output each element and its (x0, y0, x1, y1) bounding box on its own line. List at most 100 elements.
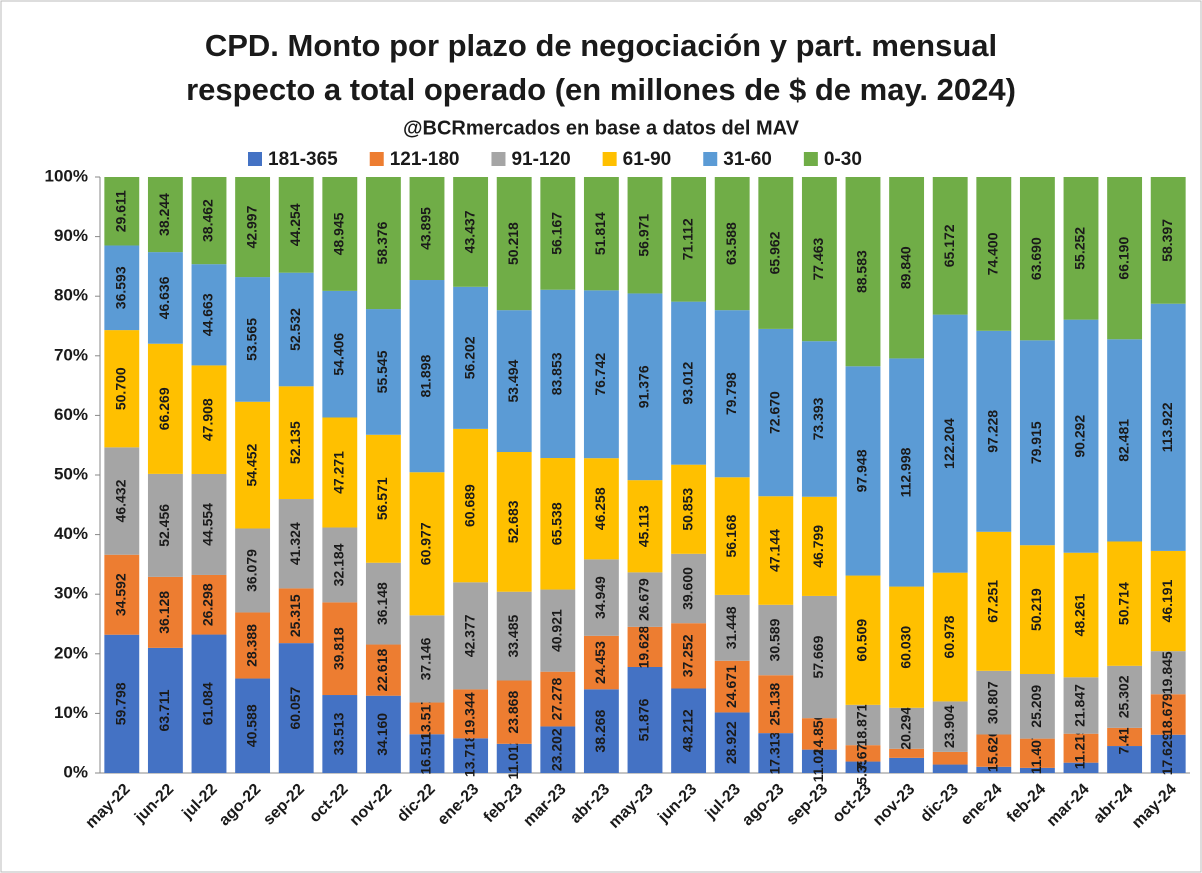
bar-segment (627, 572, 663, 627)
bar-segment (191, 177, 227, 265)
y-tick-label: 0% (63, 762, 88, 781)
bar-segment (1150, 550, 1186, 652)
data-label: 33.485 (505, 614, 521, 657)
data-label: 51.814 (592, 212, 608, 255)
bar-segment (235, 678, 271, 773)
data-label: 36.148 (374, 582, 390, 625)
data-label: 16.511 (418, 732, 434, 774)
bar-segment (845, 177, 881, 367)
bar-segment (147, 473, 183, 577)
data-label: 43.895 (418, 207, 434, 250)
bar-segment (1150, 651, 1186, 695)
bar-segment (583, 290, 619, 459)
data-label: 56.168 (723, 514, 739, 557)
data-label: 34.592 (113, 573, 129, 616)
data-label: 25.138 (767, 683, 783, 726)
y-tick-label: 30% (54, 584, 88, 603)
bar-segment (1063, 319, 1099, 553)
bar-segment (627, 293, 663, 481)
bar-segment (1107, 177, 1143, 340)
bar-segment (845, 704, 881, 746)
legend-swatch (369, 152, 384, 166)
bar-segment (1019, 340, 1055, 546)
bar-segment (1019, 767, 1055, 773)
data-label: 55.545 (374, 350, 390, 393)
legend-label: 91-120 (511, 149, 570, 170)
data-label: 42.377 (461, 614, 477, 657)
bar-segment (496, 452, 532, 592)
bar-segment (671, 464, 707, 554)
data-label: 81.898 (418, 355, 434, 398)
data-label: 51.876 (636, 698, 652, 741)
data-label: 47.908 (200, 398, 216, 441)
bar-segment (1150, 177, 1186, 304)
bar-segment (104, 245, 140, 331)
bar-segment (278, 272, 314, 387)
bar-segment (714, 177, 750, 311)
data-label: 45.113 (636, 505, 652, 547)
data-label: 18.679 (1159, 693, 1175, 736)
data-label: 25.315 (287, 594, 303, 637)
data-label: 27.278 (549, 677, 565, 720)
bar-segment (932, 177, 968, 315)
bar-segment (453, 689, 489, 739)
bar-segment (1063, 552, 1099, 678)
data-label: 77.463 (810, 237, 826, 280)
data-label: 52.456 (156, 504, 172, 547)
bar-segment (671, 688, 707, 773)
data-label: 97.228 (985, 410, 1001, 453)
data-label: 65.538 (549, 502, 565, 545)
bar-segment (627, 177, 663, 294)
bar-segment (1107, 727, 1143, 747)
bar-segment (191, 473, 227, 575)
data-label: 46.432 (113, 479, 129, 522)
bar-segment (496, 310, 532, 453)
bar-segment (453, 738, 489, 773)
bar-segment (235, 177, 271, 278)
data-label: 13.517 (418, 697, 434, 740)
bar-segment (976, 330, 1012, 532)
data-label: 112.998 (897, 447, 913, 497)
data-label: 11.012 (505, 737, 521, 779)
data-label: 44.254 (287, 203, 303, 246)
data-label: 21.847 (1072, 684, 1088, 727)
bar-segment (976, 670, 1012, 735)
data-label: 39.818 (331, 627, 347, 670)
data-label: 29.611 (113, 190, 129, 232)
legend-swatch (491, 152, 506, 166)
bar-segment (889, 707, 925, 749)
data-label: 36.079 (243, 549, 259, 592)
data-label: 41.324 (287, 522, 303, 565)
y-tick-label: 100% (45, 166, 88, 185)
data-label: 53.565 (243, 318, 259, 361)
data-label: 91.376 (636, 365, 652, 408)
data-label: 28.922 (723, 721, 739, 764)
data-label: 60.030 (897, 626, 913, 669)
bar-segment (627, 626, 663, 667)
legend-label: 121-180 (390, 149, 460, 170)
data-label: 17.629 (1159, 732, 1175, 775)
data-label: 97.948 (854, 449, 870, 492)
bar-segment (278, 177, 314, 273)
data-label: 23.202 (549, 728, 565, 771)
y-tick-label: 10% (54, 703, 88, 722)
data-label: 60.689 (461, 484, 477, 527)
data-label: 33.513 (331, 712, 347, 755)
bar-segment (801, 718, 837, 750)
bar-segment (104, 177, 140, 246)
bar-segment (932, 764, 968, 773)
data-label: 38.244 (156, 193, 172, 236)
bar-segment (714, 660, 750, 713)
data-label: 11.219 (1072, 727, 1088, 769)
bar-segment (1107, 746, 1143, 773)
bar-segment (496, 743, 532, 773)
data-label: 63.690 (1028, 237, 1044, 280)
data-label: 93.012 (679, 362, 695, 405)
bar-segment (889, 757, 925, 773)
bar-segment (1019, 738, 1055, 768)
bar-segment (409, 734, 445, 773)
data-label: 79.798 (723, 372, 739, 415)
bar-segment (1019, 673, 1055, 739)
bar-segment (758, 675, 794, 734)
